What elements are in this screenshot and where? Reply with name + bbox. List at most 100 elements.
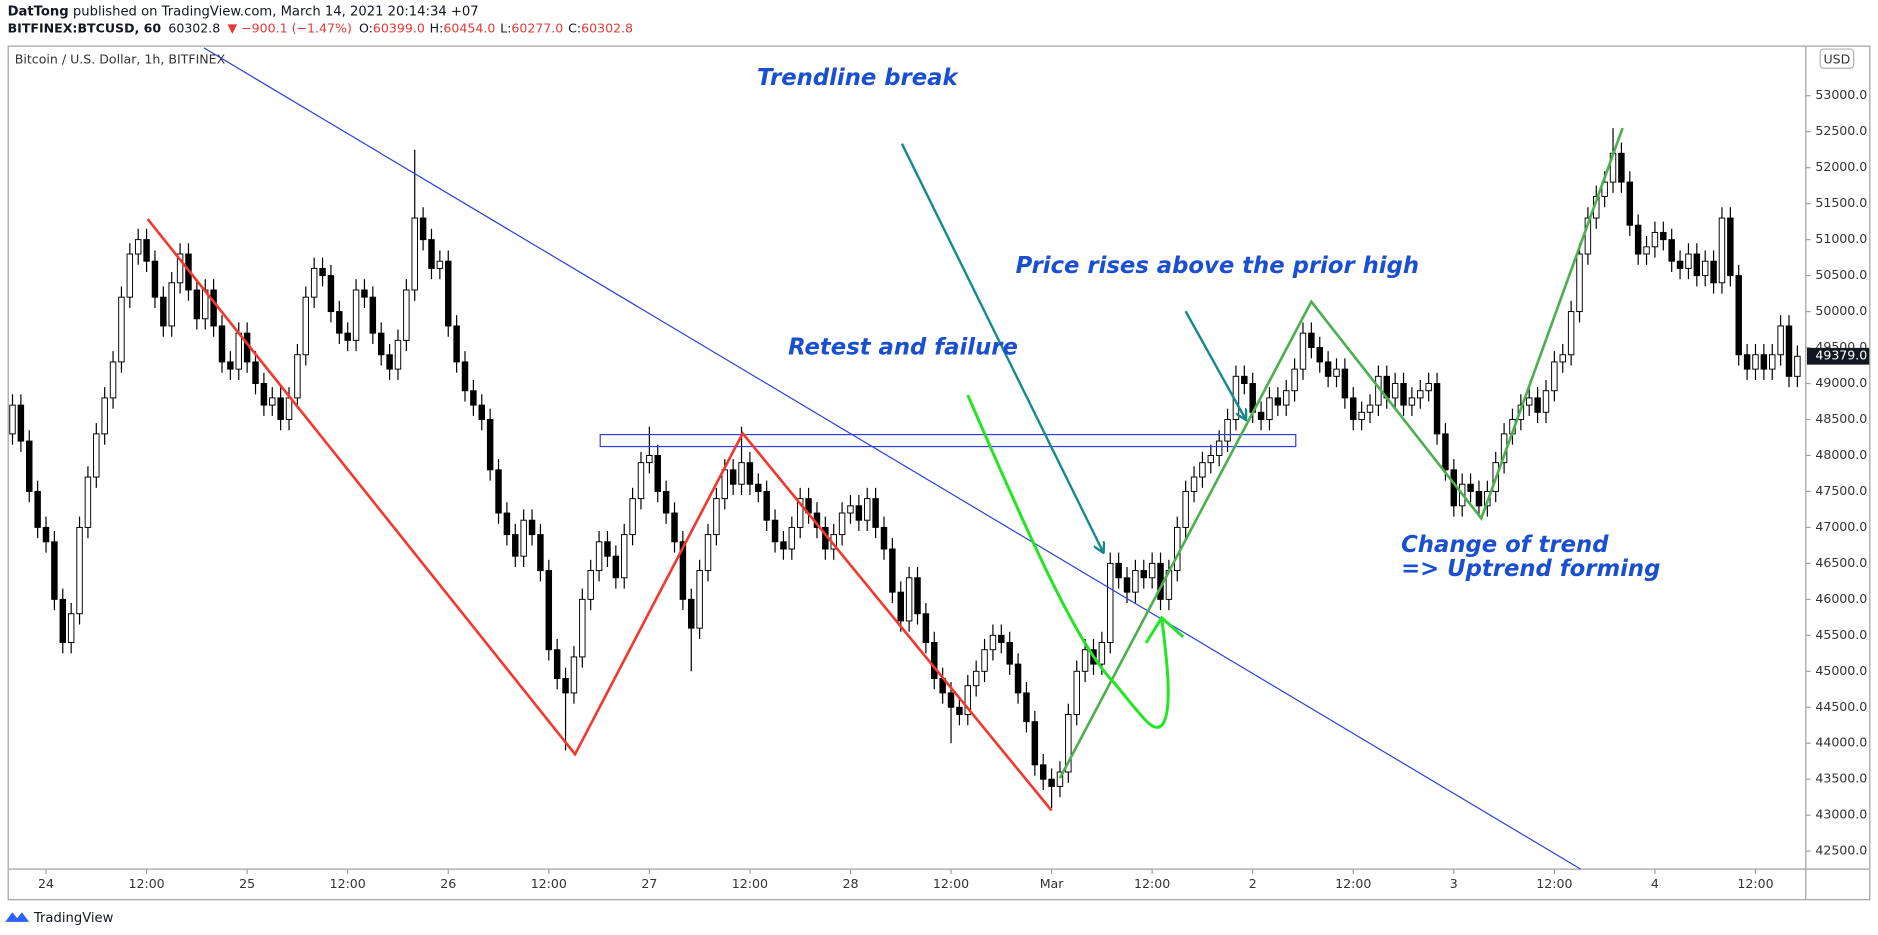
candle-body [922, 613, 930, 644]
candle-body [1257, 411, 1265, 420]
candle-body [176, 253, 184, 284]
axes: 42500.043000.043500.044000.044500.045000… [38, 87, 1870, 891]
candle-body [981, 649, 988, 672]
candle-body [587, 570, 594, 600]
x-tick-label: 12:00 [732, 876, 768, 891]
candle-body [1433, 383, 1441, 435]
candle-body [1107, 562, 1114, 644]
candle-body [394, 339, 402, 370]
candle-body [1643, 246, 1650, 255]
x-tick-label: 4 [1651, 876, 1659, 891]
y-tick-label: 50500.0 [1815, 267, 1867, 282]
candle-body [1618, 152, 1625, 183]
candle-body [17, 404, 25, 442]
x-tick-label: 25 [239, 876, 255, 891]
candle-body [486, 419, 494, 471]
arrow [1184, 310, 1246, 419]
candle-body [9, 404, 16, 435]
candle-body [1735, 275, 1742, 356]
candle-body [210, 289, 217, 327]
symbol: BITFINEX:BTCUSD, 60 [8, 20, 162, 35]
annotation: Change of trend [1401, 532, 1609, 558]
candle-body [1308, 332, 1315, 349]
candle-body [193, 289, 201, 320]
x-tick-label: 12:00 [933, 876, 969, 891]
candle-body [1391, 383, 1399, 399]
candle-body [1190, 476, 1198, 492]
y-tick-label: 46000.0 [1815, 591, 1867, 606]
candle-body [151, 260, 159, 298]
x-tick-label: 12:00 [330, 876, 366, 891]
currency: USD [1823, 51, 1850, 66]
candle-body [1576, 253, 1583, 313]
candle-body [989, 634, 997, 651]
candle-body [478, 404, 485, 420]
candle-body [696, 570, 703, 629]
x-tick-label: 26 [440, 876, 456, 891]
published: published on TradingView.com, March 14, … [69, 5, 479, 20]
drawings: Trendline break Price rises above the pr… [146, 47, 1660, 870]
candle-body [1065, 713, 1072, 773]
candle-body [1676, 260, 1684, 269]
candle-body [671, 512, 678, 543]
candle-body [1534, 397, 1541, 413]
candle-body [729, 469, 737, 485]
candle-body [134, 239, 142, 255]
candle-body [1031, 721, 1039, 766]
quote-key: C: [568, 20, 581, 35]
arrow [900, 143, 1103, 552]
candle-body [998, 634, 1005, 644]
candle-body [235, 332, 242, 370]
x-tick-label: 2 [1249, 876, 1257, 891]
x-tick-label: 12:00 [1134, 876, 1170, 891]
candle-body [1148, 562, 1156, 579]
candle-body [595, 541, 603, 572]
candle-body [1324, 361, 1332, 377]
x-tick-label: 12:00 [1335, 876, 1371, 891]
last-price-marker [1806, 347, 1870, 365]
candle-body [654, 454, 661, 492]
candle-body [1358, 411, 1365, 420]
y-tick-label: 49000.0 [1815, 375, 1867, 390]
x-tick-label: 3 [1450, 876, 1458, 891]
x-tick-label: 12:00 [1536, 876, 1572, 891]
candle-body [1685, 253, 1692, 269]
candle-body [796, 498, 804, 528]
chart-legend: Bitcoin / U.S. Dollar, 1h, BITFINEX [15, 51, 226, 66]
candle-body [126, 253, 134, 298]
candle-body [545, 570, 553, 651]
candle-body [855, 505, 863, 521]
candle-body [109, 361, 117, 399]
y-tick-label: 44500.0 [1815, 699, 1867, 714]
resistance-zone [599, 433, 1297, 448]
candle-body [1785, 325, 1793, 377]
candle-body [570, 656, 578, 694]
quote-key: O: [359, 20, 373, 35]
candle-body [269, 397, 276, 406]
candle-body [1333, 368, 1340, 377]
brand-logo [5, 912, 30, 922]
candle-body [528, 519, 536, 536]
candle-body [168, 282, 175, 327]
candle-body [1760, 354, 1768, 370]
y-tick-label: 51500.0 [1815, 195, 1867, 210]
candle-body [956, 706, 963, 715]
candle-body [1282, 390, 1290, 406]
candle-body [713, 498, 720, 536]
candle-body [1718, 217, 1726, 284]
candle-body [1752, 354, 1759, 370]
quote-value: 60277.0 [511, 20, 563, 35]
candle-body [914, 577, 921, 615]
price: 60302.8 [168, 20, 220, 35]
candle-body [1668, 239, 1675, 262]
annotation: Price rises above the prior high [1016, 253, 1419, 279]
candle-body [1567, 311, 1575, 356]
candle-body [377, 332, 385, 356]
candle-body [436, 260, 444, 269]
candle-body [361, 289, 368, 298]
candle-body [1425, 383, 1432, 392]
zigzag-down [146, 218, 1053, 812]
candle-body [1559, 354, 1566, 363]
candle-body [1182, 490, 1189, 528]
